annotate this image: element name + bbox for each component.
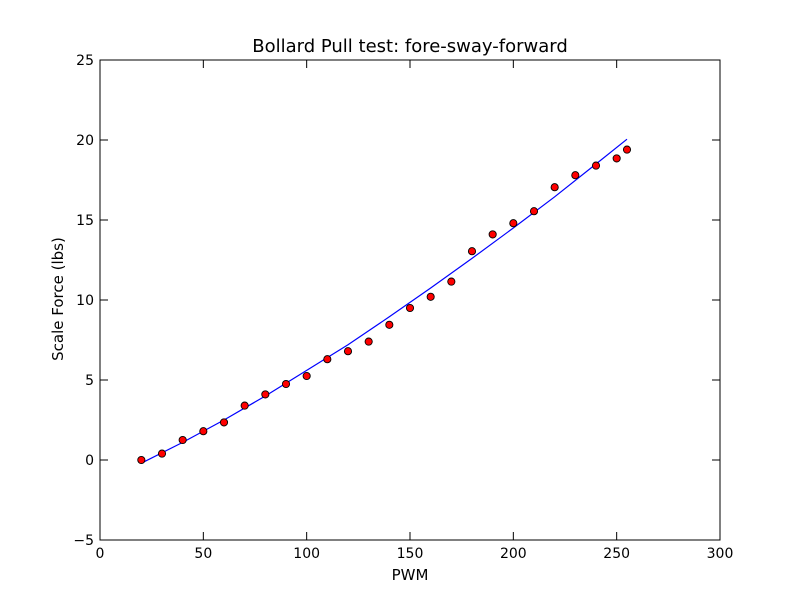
data-point bbox=[219, 418, 229, 427]
data-point bbox=[281, 379, 291, 389]
x-tick-label: 200 bbox=[500, 546, 527, 562]
data-point bbox=[426, 292, 435, 301]
data-point bbox=[405, 303, 415, 313]
data-point bbox=[302, 371, 311, 381]
x-axis-ticks: 0 50 100 150 200 250 300 bbox=[96, 60, 734, 562]
data-point bbox=[612, 154, 621, 163]
data-point bbox=[199, 427, 208, 436]
y-tick-label: 25 bbox=[76, 53, 94, 69]
x-tick-label: 150 bbox=[397, 546, 424, 562]
data-point bbox=[571, 171, 580, 180]
data-points bbox=[137, 145, 632, 465]
data-point bbox=[178, 435, 187, 445]
data-point bbox=[591, 161, 601, 170]
data-point bbox=[447, 277, 456, 286]
x-tick-label: 100 bbox=[293, 546, 320, 562]
x-tick-label: 250 bbox=[603, 546, 630, 562]
y-tick-label: 10 bbox=[76, 293, 94, 309]
data-point bbox=[622, 145, 632, 154]
x-tick-label: 0 bbox=[96, 546, 105, 562]
data-point bbox=[240, 401, 249, 410]
y-axis-ticks: −5 0 5 10 15 20 25 bbox=[73, 53, 720, 549]
data-point bbox=[385, 320, 394, 329]
x-axis-label: PWM bbox=[392, 566, 429, 584]
x-tick-label: 50 bbox=[194, 546, 212, 562]
data-point bbox=[550, 183, 559, 192]
data-point bbox=[343, 347, 353, 356]
data-point bbox=[261, 390, 270, 399]
y-tick-label: 15 bbox=[76, 213, 94, 229]
data-point bbox=[364, 337, 373, 346]
data-point bbox=[488, 230, 497, 239]
data-point bbox=[137, 455, 146, 465]
y-tick-label: 5 bbox=[85, 373, 94, 389]
data-point bbox=[467, 247, 477, 256]
data-point bbox=[157, 449, 167, 458]
data-point bbox=[509, 219, 518, 228]
y-axis-label: Scale Force (lbs) bbox=[49, 237, 67, 361]
y-tick-label: −5 bbox=[73, 533, 94, 549]
chart-title: Bollard Pull test: fore-sway-forward bbox=[252, 36, 568, 57]
y-tick-label: 20 bbox=[76, 133, 94, 149]
data-point bbox=[529, 207, 539, 216]
y-tick-label: 0 bbox=[85, 453, 94, 469]
data-point bbox=[323, 355, 332, 364]
x-tick-label: 300 bbox=[707, 546, 734, 562]
